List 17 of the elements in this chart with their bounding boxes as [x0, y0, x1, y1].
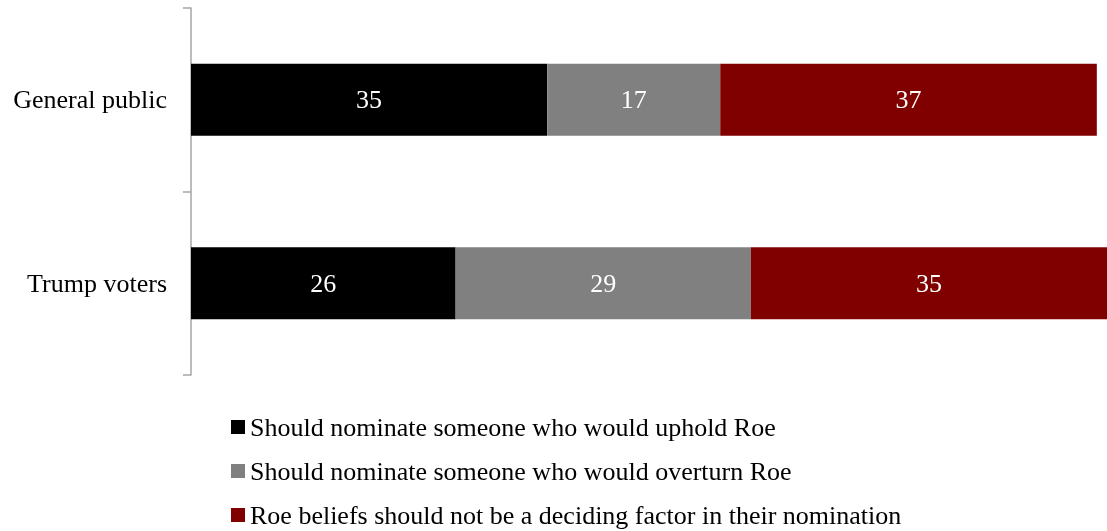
bar	[547, 63, 721, 136]
data-label: 17	[620, 85, 647, 115]
y-tick-label: Trump voters	[27, 268, 167, 298]
legend-label: Roe beliefs should not be a deciding factor in their nomination	[250, 500, 902, 530]
bar	[720, 63, 1097, 136]
data-label: 37	[895, 85, 922, 115]
data-label: 35	[915, 268, 942, 298]
legend-label: Should nominate someone who would overturn Roe	[250, 456, 792, 486]
bar	[750, 247, 1107, 320]
legend-label: Should nominate someone who would uphold Roe	[250, 412, 776, 442]
bar	[191, 63, 548, 136]
y-tick-label: General public	[13, 85, 167, 115]
data-label: 35	[356, 85, 383, 115]
data-label: 26	[310, 268, 337, 298]
data-label: 29	[590, 268, 617, 298]
bar	[455, 247, 751, 320]
bar	[191, 247, 456, 320]
